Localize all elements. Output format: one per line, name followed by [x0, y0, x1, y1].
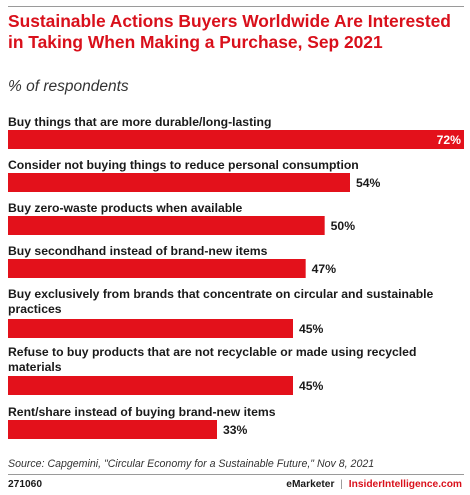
source-note: Source: Capgemini, "Circular Economy for…	[8, 458, 375, 470]
value-label: 72%	[437, 133, 462, 147]
chart-subtitle: % of respondents	[8, 78, 129, 95]
category-label: Rent/share instead of buying brand-new i…	[8, 405, 276, 419]
value-label: 45%	[299, 379, 324, 393]
bar	[8, 216, 325, 235]
value-label: 54%	[356, 176, 381, 190]
category-label: Refuse to buy products that are not recy…	[8, 345, 416, 374]
bar	[8, 173, 350, 192]
chart-title: Sustainable Actions Buyers Worldwide Are…	[8, 11, 451, 52]
value-label: 50%	[331, 219, 356, 233]
value-label: 47%	[312, 262, 337, 276]
chart-id: 271060	[8, 479, 42, 490]
category-label: Buy zero-waste products when available	[8, 201, 243, 215]
category-label: Buy exclusively from brands that concent…	[8, 287, 434, 316]
value-label: 45%	[299, 322, 324, 336]
value-label: 33%	[223, 423, 248, 437]
top-rule	[8, 6, 464, 7]
category-label: Buy secondhand instead of brand-new item…	[8, 244, 268, 258]
footer-brand: eMarketer | InsiderIntelligence.com	[286, 479, 462, 490]
category-label: Consider not buying things to reduce per…	[8, 158, 359, 172]
insider-intelligence-brand: InsiderIntelligence.com	[348, 479, 462, 490]
emarketer-brand: eMarketer	[286, 479, 335, 490]
bar	[8, 130, 464, 149]
bar	[8, 259, 306, 278]
brand-separator: |	[340, 479, 343, 490]
bottom-rule	[8, 474, 464, 475]
bar	[8, 319, 293, 338]
category-label: Buy things that are more durable/long-la…	[8, 115, 271, 129]
bar	[8, 376, 293, 395]
bar	[8, 420, 217, 439]
